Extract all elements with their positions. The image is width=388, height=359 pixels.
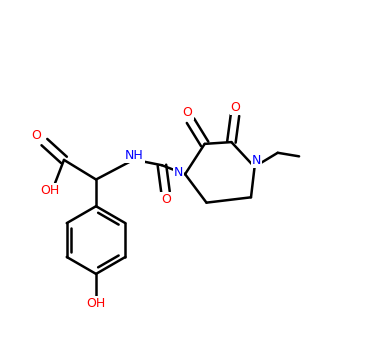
Text: O: O bbox=[161, 193, 171, 206]
Text: OH: OH bbox=[87, 297, 106, 310]
Text: O: O bbox=[31, 129, 42, 142]
Text: NH: NH bbox=[125, 149, 144, 162]
Text: O: O bbox=[183, 106, 192, 120]
Text: O: O bbox=[231, 101, 241, 114]
Text: N: N bbox=[252, 154, 261, 167]
Text: N: N bbox=[174, 166, 184, 179]
Text: OH: OH bbox=[40, 185, 59, 197]
